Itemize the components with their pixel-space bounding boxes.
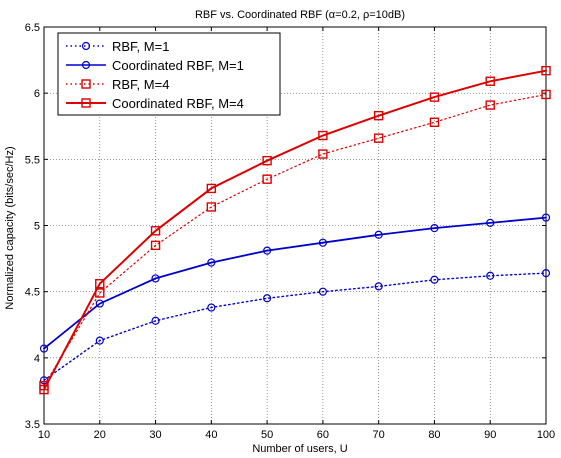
- legend-marker: [81, 98, 91, 108]
- data-point: [207, 258, 216, 267]
- data-point: [150, 240, 161, 251]
- x-tick-label: 90: [484, 429, 496, 441]
- x-tick-label: 80: [428, 429, 440, 441]
- y-tick-label: 5: [34, 221, 40, 233]
- data-point: [39, 384, 49, 395]
- legend-label: RBF, M=4: [112, 77, 169, 92]
- data-point: [318, 287, 327, 296]
- legend-box: [57, 32, 281, 116]
- data-point: [430, 224, 439, 233]
- data-point: [206, 183, 217, 194]
- x-tick-label: 50: [261, 429, 273, 441]
- data-point: [541, 269, 551, 278]
- data-point: [39, 344, 49, 353]
- chart-title: RBF vs. Coordinated RBF (α=0.2, ρ=10dB): [195, 9, 405, 21]
- data-point: [429, 92, 440, 102]
- series-2: [39, 213, 551, 353]
- data-point: [373, 133, 384, 143]
- legend: RBF, M=1 Coordinated RBF, M=1 RBF, M=4 Coor…: [57, 32, 281, 116]
- legend-marker: [81, 60, 91, 70]
- legend-marker: [81, 41, 91, 51]
- data-point: [486, 271, 495, 280]
- x-tick-label: 20: [94, 429, 106, 441]
- data-point: [485, 76, 495, 86]
- data-point: [373, 110, 384, 121]
- series-line: [43, 93, 547, 387]
- data-point: [151, 316, 160, 325]
- legend-label: RBF, M=1: [112, 39, 169, 54]
- data-point: [374, 230, 383, 239]
- data-point: [206, 202, 217, 212]
- axes: 10 20 30 40 50 60 70 80 90 100 3.5 4 4.5 5 5.5 6 6.5: [25, 22, 555, 441]
- plot-frame: [43, 26, 547, 425]
- x-tick-label: 40: [205, 429, 217, 441]
- data-point: [374, 282, 383, 291]
- data-point: [207, 303, 216, 312]
- data-point: [541, 65, 551, 76]
- series-4: [39, 65, 551, 395]
- data-point: [430, 275, 439, 284]
- y-tick-label: 3.5: [25, 419, 40, 431]
- data-point: [262, 155, 272, 166]
- legend-label: Coordinated RBF, M=1: [112, 58, 244, 73]
- y-tick-label: 5.5: [25, 154, 40, 166]
- series-line: [43, 69, 547, 391]
- legend-label: Coordinated RBF, M=4: [112, 96, 244, 111]
- x-tick-label: 60: [317, 429, 329, 441]
- y-tick-label: 6: [34, 88, 40, 100]
- data-point: [541, 89, 551, 100]
- series-1: [39, 269, 551, 385]
- y-tick-label: 6.5: [25, 22, 40, 34]
- data-point: [95, 299, 104, 308]
- data-point: [486, 218, 495, 227]
- data-point: [318, 238, 327, 247]
- data-point: [485, 100, 495, 110]
- x-tick-label: 30: [149, 429, 161, 441]
- data-point: [429, 117, 440, 127]
- x-tick-label: 70: [373, 429, 385, 441]
- series-line: [43, 216, 547, 350]
- y-axis-label: Normalized capacity (bits/sec/Hz): [4, 146, 16, 309]
- series-group: [39, 65, 551, 395]
- data-point: [262, 174, 272, 184]
- y-tick-label: 4: [34, 353, 40, 365]
- data-point: [150, 226, 161, 236]
- x-tick-label: 10: [38, 429, 50, 441]
- data-point: [541, 213, 551, 222]
- data-point: [95, 279, 105, 289]
- x-axis-label: Number of users, U: [252, 443, 347, 455]
- data-point: [263, 246, 272, 255]
- data-point: [95, 336, 104, 345]
- x-tick-label: 100: [537, 429, 555, 441]
- data-point: [318, 130, 328, 141]
- data-point: [263, 294, 272, 303]
- data-point: [151, 274, 160, 283]
- data-point: [318, 149, 328, 159]
- legend-marker: [81, 79, 91, 89]
- series-line: [43, 272, 547, 381]
- y-tick-label: 4.5: [25, 287, 40, 299]
